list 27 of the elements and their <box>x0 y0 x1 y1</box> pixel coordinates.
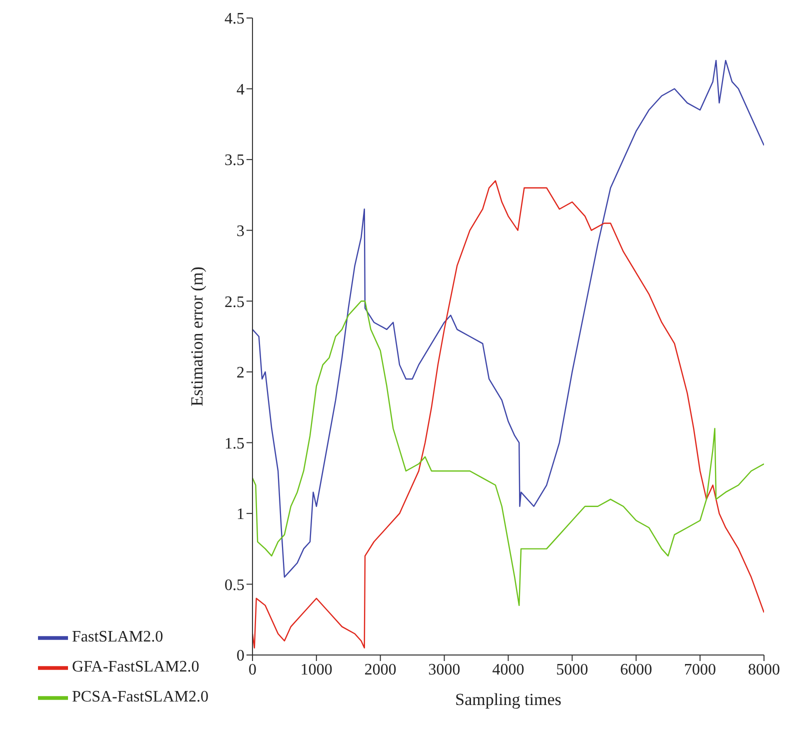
x-tick-label: 0 <box>248 661 256 678</box>
x-tick-label: 2000 <box>364 661 396 678</box>
y-tick-label: 4.5 <box>224 10 244 28</box>
y-axis-title: Estimation error (m) <box>188 266 207 406</box>
x-tick-label: 8000 <box>748 661 780 678</box>
legend-label: PCSA-FastSLAM2.0 <box>72 688 208 706</box>
x-tick-label: 5000 <box>556 661 588 678</box>
x-tick-label: 1000 <box>300 661 332 678</box>
legend-label: FastSLAM2.0 <box>72 628 164 646</box>
x-axis-title: Sampling times <box>455 690 562 709</box>
line-series <box>252 180 764 649</box>
y-tick-label: 2.5 <box>224 294 244 311</box>
y-tick-label: 1 <box>236 506 244 524</box>
y-tick-label: 1.5 <box>224 435 244 452</box>
legend-label: GFA-FastSLAM2.0 <box>72 658 200 676</box>
line-series <box>252 300 764 606</box>
x-tick-label: 3000 <box>428 661 460 678</box>
y-tick-label: 2 <box>236 364 244 382</box>
x-tick-label: 6000 <box>620 661 652 678</box>
x-tick-label: 7000 <box>684 661 716 678</box>
y-tick-label: 4 <box>236 81 244 98</box>
line-series <box>252 60 764 578</box>
y-tick-label: 0 <box>236 648 244 665</box>
x-tick-label: 4000 <box>492 661 524 678</box>
y-tick-label: 3.5 <box>224 152 244 170</box>
y-tick-label: 0.5 <box>224 576 244 594</box>
y-tick-label: 3 <box>236 223 244 240</box>
